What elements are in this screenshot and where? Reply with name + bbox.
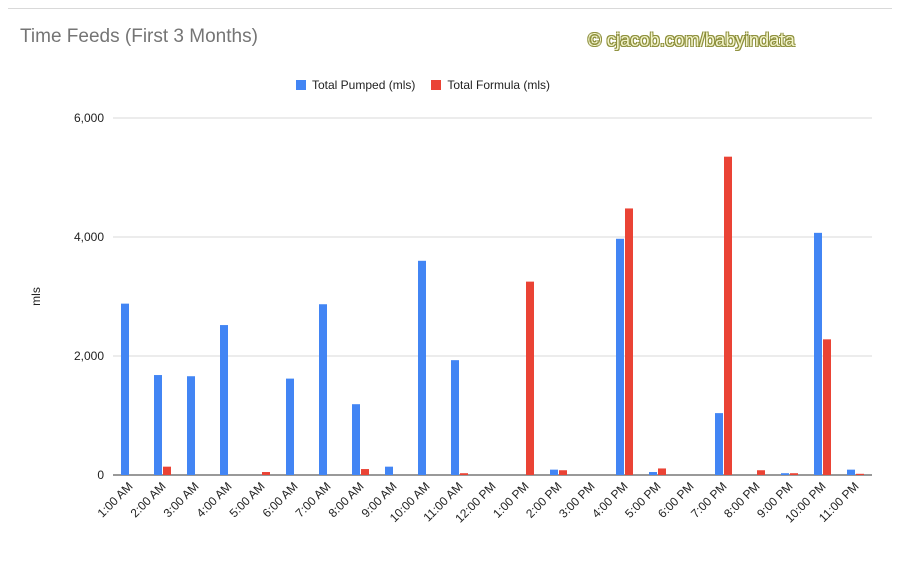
bar-pumped bbox=[220, 325, 228, 475]
bar-formula bbox=[757, 470, 765, 475]
bar-formula bbox=[724, 156, 732, 476]
legend-item-formula[interactable]: Total Formula (mls) bbox=[431, 78, 550, 92]
bar-pumped bbox=[187, 376, 195, 475]
x-tick-label: 3:00 AM bbox=[161, 479, 202, 520]
legend-swatch-pumped bbox=[296, 80, 306, 90]
y-tick-label: 4,000 bbox=[74, 230, 104, 244]
bar-pumped bbox=[550, 469, 558, 475]
bar-pumped bbox=[814, 232, 822, 475]
bar-pumped bbox=[715, 413, 723, 475]
y-tick-label: 0 bbox=[97, 468, 104, 482]
bar-pumped bbox=[847, 469, 855, 475]
x-tick-label: 5:00 AM bbox=[227, 479, 268, 520]
bar-pumped bbox=[121, 303, 129, 475]
legend-label-pumped: Total Pumped (mls) bbox=[312, 78, 416, 92]
bar-formula bbox=[460, 473, 468, 475]
x-tick-label: 8:00 AM bbox=[326, 479, 367, 520]
bar-pumped bbox=[781, 473, 789, 475]
x-tick-label: 1:00 AM bbox=[95, 479, 136, 520]
bar-pumped bbox=[352, 404, 360, 475]
x-tick-label: 7:00 AM bbox=[293, 479, 334, 520]
y-axis-label: mls bbox=[29, 287, 43, 306]
bar-formula bbox=[823, 339, 831, 475]
legend-label-formula: Total Formula (mls) bbox=[447, 78, 551, 92]
y-tick-label: 2,000 bbox=[74, 349, 104, 363]
bar-pumped bbox=[286, 378, 294, 475]
bar-pumped bbox=[154, 375, 162, 475]
bar-formula bbox=[526, 281, 534, 475]
legend-swatch-formula bbox=[431, 80, 442, 90]
bar-pumped bbox=[319, 304, 327, 475]
x-tick-label: 6:00 AM bbox=[260, 479, 301, 520]
legend-item-pumped[interactable]: Total Pumped (mls) bbox=[296, 78, 415, 92]
bar-formula bbox=[658, 468, 666, 475]
bar-pumped bbox=[418, 260, 426, 475]
watermark: © cjacob.com/babyindata bbox=[588, 30, 795, 50]
x-tick-label: 2:00 AM bbox=[128, 479, 169, 520]
bar-formula bbox=[262, 472, 270, 475]
bar-formula bbox=[163, 466, 171, 475]
bar-formula bbox=[790, 473, 798, 475]
bar-pumped bbox=[451, 360, 459, 475]
legend: Total Pumped (mls) Total Formula (mls) bbox=[296, 78, 550, 92]
y-tick-label: 6,000 bbox=[74, 111, 104, 125]
bar-pumped bbox=[616, 238, 624, 475]
chart-title: Time Feeds (First 3 Months) bbox=[20, 26, 258, 47]
bar-formula bbox=[625, 208, 633, 475]
bar-formula bbox=[856, 473, 864, 475]
bar-pumped bbox=[649, 472, 657, 475]
bar-formula bbox=[361, 469, 369, 475]
bar-formula bbox=[559, 470, 567, 475]
x-tick-label: 4:00 AM bbox=[194, 479, 235, 520]
bar-pumped bbox=[385, 466, 393, 475]
